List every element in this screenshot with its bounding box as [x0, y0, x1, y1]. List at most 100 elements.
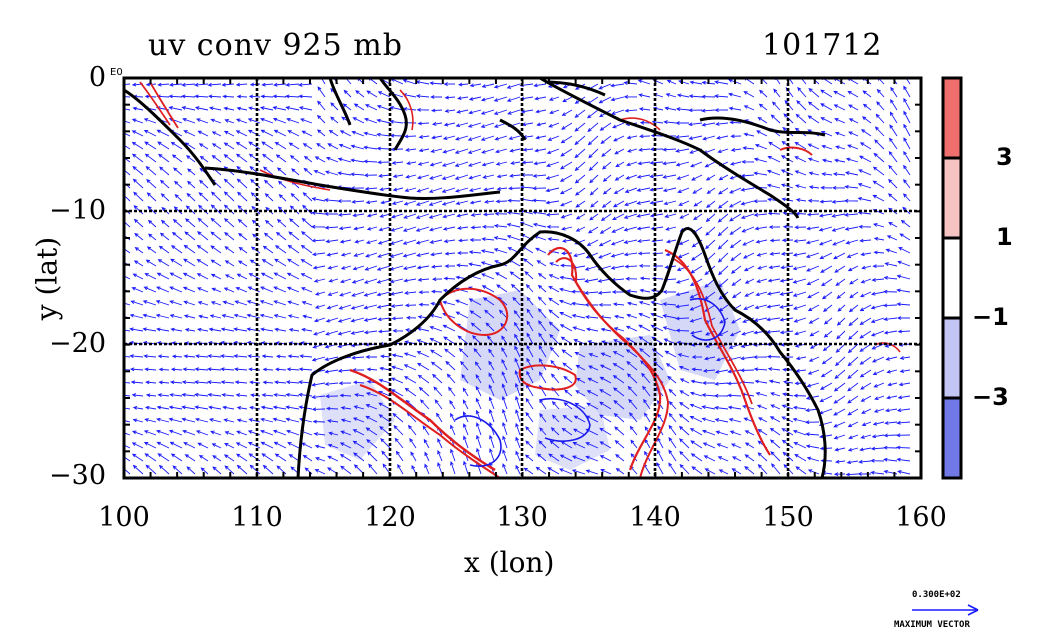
- wind-vector: [327, 443, 339, 449]
- wind-vector: [366, 90, 378, 98]
- wind-vector: [563, 402, 573, 410]
- wind-vector: [804, 420, 820, 425]
- wind-vector: [664, 350, 677, 358]
- wind-vector: [339, 278, 352, 284]
- wind-vector: [903, 150, 911, 163]
- wind-vector: [885, 248, 898, 254]
- wind-vector: [638, 336, 651, 345]
- wind-vector: [145, 166, 157, 176]
- wind-vector: [833, 434, 846, 440]
- wind-vector: [301, 231, 313, 241]
- wind-vector: [819, 252, 833, 260]
- wind-vector: [405, 174, 417, 179]
- wind-vector: [662, 289, 677, 294]
- wind-vector: [649, 160, 664, 165]
- wind-vector: [286, 272, 300, 280]
- wind-vector: [714, 369, 729, 374]
- x-tick-label: 140: [629, 502, 681, 533]
- wind-vector: [650, 300, 664, 306]
- wind-vector: [391, 200, 404, 205]
- wind-vector: [563, 375, 573, 384]
- wind-vector: [754, 143, 768, 150]
- wind-vector: [132, 178, 144, 189]
- wind-vector: [436, 412, 443, 423]
- wind-vector: [489, 434, 495, 449]
- wind-vector: [898, 247, 911, 254]
- wind-vector: [806, 226, 820, 231]
- wind-vector: [456, 213, 469, 218]
- wind-vector: [870, 304, 885, 310]
- wind-vector: [289, 155, 300, 163]
- wind-vector: [836, 330, 846, 340]
- wind-vector: [326, 252, 339, 257]
- wind-vector: [132, 273, 144, 280]
- wind-vector: [444, 348, 456, 358]
- wind-vector: [588, 353, 599, 358]
- wind-vector: [870, 458, 885, 463]
- wind-vector: [157, 141, 170, 150]
- wind-vector: [195, 430, 209, 436]
- wind-vector: [649, 174, 664, 179]
- wind-vector: [432, 373, 443, 384]
- wind-vector: [210, 118, 222, 124]
- wind-vector: [808, 317, 820, 324]
- wind-vector: [223, 154, 235, 163]
- wind-vector: [313, 317, 326, 323]
- wind-vector: [338, 304, 352, 310]
- wind-vector: [730, 147, 742, 152]
- wind-vector: [534, 96, 547, 101]
- wind-vector: [482, 297, 495, 306]
- wind-vector: [501, 358, 508, 371]
- wind-vector: [860, 434, 872, 439]
- wind-vector: [837, 304, 846, 312]
- wind-vector: [612, 213, 625, 221]
- wind-vector: [379, 187, 391, 192]
- wind-vector: [818, 213, 833, 218]
- wind-vector: [780, 169, 794, 176]
- wind-vector: [339, 454, 352, 462]
- wind-vector: [234, 300, 248, 306]
- wind-vector: [300, 258, 313, 267]
- wind-vector: [233, 313, 248, 319]
- wind-vector: [664, 106, 677, 111]
- wind-vector: [859, 142, 872, 150]
- wind-vector: [379, 354, 391, 359]
- wind-vector: [642, 385, 651, 397]
- wind-vector: [675, 291, 690, 297]
- wind-vector: [526, 296, 534, 306]
- wind-vector: [758, 103, 768, 111]
- wind-vector: [481, 83, 495, 88]
- wind-vector: [859, 356, 872, 365]
- wind-vector: [415, 226, 430, 232]
- wind-vector: [234, 380, 248, 385]
- wind-vector: [133, 191, 144, 202]
- wind-vector: [807, 369, 820, 375]
- wind-vector: [390, 304, 404, 308]
- wind-vector: [157, 354, 170, 359]
- wind-vector: [352, 117, 365, 124]
- wind-vector: [718, 469, 729, 475]
- wind-vector: [574, 161, 586, 171]
- wind-vector: [403, 364, 417, 371]
- wind-vector: [288, 142, 300, 150]
- wind-vector: [133, 218, 144, 228]
- wind-vector: [644, 426, 651, 436]
- wind-vector: [831, 226, 846, 232]
- wind-vector: [157, 453, 170, 462]
- wind-vector: [691, 252, 703, 261]
- wind-vector: [392, 187, 404, 192]
- wind-vector: [730, 134, 742, 139]
- wind-vector: [859, 291, 872, 298]
- wind-vector: [272, 429, 287, 436]
- wind-vector: [131, 453, 144, 462]
- wind-vector: [160, 219, 170, 228]
- wind-vector: [224, 465, 235, 475]
- wind-vector: [846, 460, 859, 465]
- wind-vector: [818, 434, 833, 439]
- wind-vector: [525, 284, 534, 293]
- wind-vector: [330, 102, 339, 111]
- wind-vector: [220, 354, 235, 358]
- wind-vector: [210, 217, 222, 228]
- wind-vector: [236, 94, 248, 99]
- wind-vector: [337, 171, 352, 176]
